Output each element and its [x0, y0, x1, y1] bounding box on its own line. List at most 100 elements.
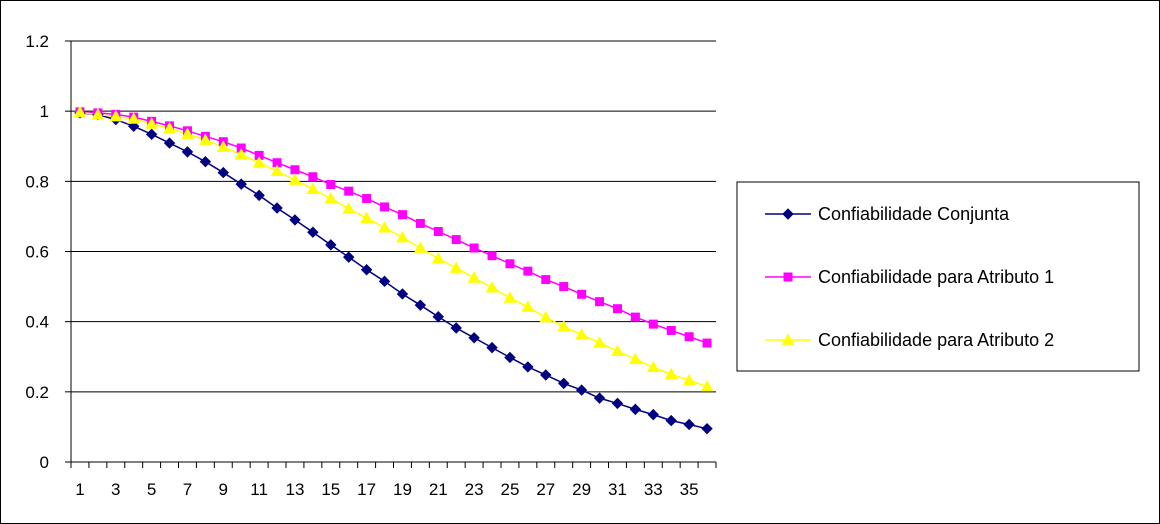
data-point [504, 351, 516, 364]
data-point [415, 218, 425, 228]
data-point [307, 226, 319, 238]
data-point [252, 156, 266, 168]
legend-marker [782, 208, 794, 220]
legend-marker [781, 333, 795, 345]
data-point [665, 414, 677, 427]
data-point [486, 341, 498, 354]
data-point [91, 108, 105, 120]
data-point [181, 127, 194, 139]
data-point [344, 186, 354, 196]
data-point [216, 140, 230, 152]
x-tick-label: 23 [465, 480, 484, 499]
data-point [342, 202, 356, 214]
data-point [558, 377, 570, 390]
data-point [199, 133, 212, 145]
legend-label: Confiabilidade para Atributo 2 [818, 330, 1054, 350]
y-tick-label: 0.8 [25, 172, 49, 191]
data-point [217, 166, 229, 179]
data-point [540, 369, 552, 381]
data-point [664, 367, 678, 380]
data-point [450, 322, 462, 334]
data-point [612, 304, 622, 314]
x-tick-label: 31 [608, 480, 627, 499]
x-tick-label: 29 [572, 480, 591, 499]
data-point [234, 148, 248, 160]
x-tick-label: 11 [250, 480, 268, 499]
x-tick-label: 3 [111, 480, 120, 499]
y-tick-label: 0.6 [25, 243, 49, 262]
y-tick-label: 0.4 [25, 313, 49, 332]
x-tick-label: 1 [75, 480, 84, 499]
data-point [145, 117, 158, 129]
legend-marker [783, 272, 793, 282]
data-point [163, 137, 176, 149]
data-point [181, 146, 194, 158]
data-point [630, 312, 640, 322]
data-point [611, 344, 624, 357]
x-tick-label: 7 [183, 480, 192, 499]
y-tick-label: 1.2 [25, 32, 49, 51]
data-point [629, 352, 642, 365]
data-point [684, 332, 694, 342]
y-tick-label: 1 [40, 102, 49, 121]
data-point [380, 202, 390, 212]
data-point [575, 384, 588, 396]
data-point [253, 189, 265, 202]
data-point [467, 271, 481, 283]
data-point [611, 397, 624, 410]
gridlines [71, 40, 716, 393]
data-point [378, 221, 391, 233]
data-point [127, 112, 141, 124]
data-point [362, 194, 372, 204]
data-point [288, 173, 302, 185]
data-point [505, 259, 515, 269]
data-point [324, 191, 338, 204]
data-point [702, 338, 712, 348]
data-point [73, 105, 87, 118]
data-point [682, 373, 696, 386]
x-tick-label: 27 [536, 480, 555, 499]
data-point [290, 165, 300, 175]
data-point [163, 121, 176, 134]
data-point [414, 299, 427, 311]
data-point [577, 289, 587, 299]
data-point [270, 164, 284, 177]
data-point [541, 275, 551, 285]
data-point [523, 266, 533, 276]
data-point [325, 239, 337, 251]
data-point [396, 288, 409, 300]
x-tick-label: 21 [429, 480, 448, 499]
data-point [109, 109, 123, 122]
data-point [629, 403, 642, 416]
data-point [666, 325, 676, 335]
data-point [235, 178, 247, 190]
data-point [521, 300, 535, 312]
data-point [431, 251, 445, 264]
data-point [700, 380, 714, 392]
y-tick-label: 0 [40, 453, 49, 472]
x-tick-label: 35 [680, 480, 699, 499]
data-point [593, 336, 606, 348]
data-point [378, 275, 391, 288]
series-line-1 [79, 112, 708, 430]
data-point [593, 392, 606, 404]
data-point [360, 264, 373, 276]
x-tick-label: 17 [357, 480, 376, 499]
data-point [647, 408, 659, 421]
data-point [646, 360, 660, 373]
data-point [648, 319, 658, 329]
x-tick-label: 9 [219, 480, 228, 499]
data-point [595, 297, 605, 307]
x-tick-label: 5 [147, 480, 156, 499]
x-tick-label: 13 [285, 480, 304, 499]
data-point [343, 251, 355, 263]
legend: Confiabilidade Conjunta Confiabilidade pa… [736, 181, 1140, 372]
data-point [289, 214, 301, 226]
x-tick-label: 15 [321, 480, 340, 499]
data-point [199, 155, 212, 168]
data-point [145, 128, 158, 141]
data-point [306, 182, 320, 194]
series-lines [79, 111, 708, 430]
data-point [414, 241, 427, 253]
